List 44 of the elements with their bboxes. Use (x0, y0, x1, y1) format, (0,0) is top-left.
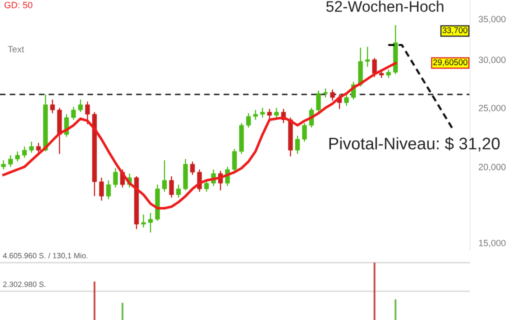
candlestick (232, 148, 237, 173)
candlestick (85, 101, 90, 125)
text: 29,60500 (433, 59, 468, 66)
candlestick (365, 46, 370, 68)
candlestick (330, 88, 335, 102)
candlestick (358, 47, 363, 88)
candlestick (71, 106, 76, 120)
candlestick (295, 135, 300, 154)
candlestick (246, 112, 251, 128)
candlestick (50, 98, 55, 114)
candlestick (169, 176, 174, 198)
candlestick (274, 107, 279, 120)
candlestick (8, 154, 13, 168)
y-tick-label: 15,000 (479, 240, 506, 248)
y-tick-label: 30,000 (478, 56, 506, 64)
text: GD: 50 (4, 2, 32, 8)
y-tick-label: 20,000 (478, 164, 506, 172)
candlestick (22, 146, 27, 158)
candlestick (148, 212, 153, 234)
candlestick (1, 160, 6, 170)
candlestick (253, 109, 258, 120)
candlestick (113, 168, 118, 188)
candlestick (106, 180, 111, 200)
candlestick (15, 150, 20, 162)
candlestick (29, 141, 34, 154)
candlestick (190, 161, 195, 176)
candlestick (260, 107, 265, 118)
y-tick-label: 25,000 (478, 104, 506, 112)
candlestick (344, 94, 349, 106)
candlestick (176, 184, 181, 198)
candlestick (99, 177, 104, 202)
text: 33,700 (442, 27, 468, 34)
chart-title: 52-Wochen-Hoch (326, 0, 444, 12)
candlestick (302, 122, 307, 142)
candlestick (162, 160, 167, 192)
candlestick (36, 142, 41, 154)
annotation: Pivotal-Niveau: $ 31,20 (329, 136, 500, 152)
annotation: Text (8, 46, 24, 52)
candlestick (141, 214, 146, 228)
candlestick (372, 57, 377, 78)
candlestick (316, 90, 321, 113)
candlestick (267, 108, 272, 120)
y-tick-label: 35,000 (478, 16, 506, 24)
candlestick (78, 98, 83, 113)
